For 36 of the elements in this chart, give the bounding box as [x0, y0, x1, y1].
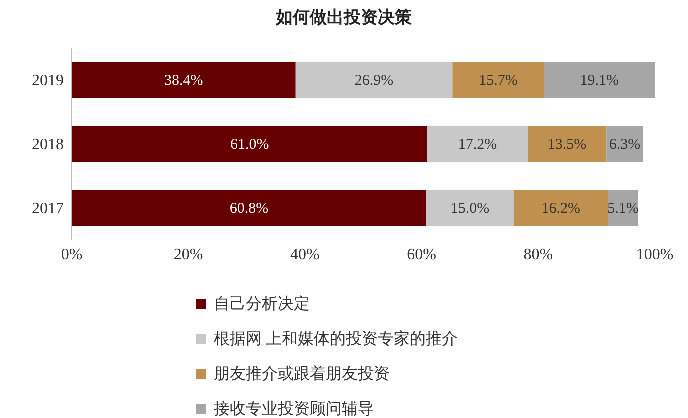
y-tick-label: 2018: [32, 136, 64, 154]
x-tick-label: 80%: [524, 246, 554, 264]
data-label: 15.7%: [479, 73, 518, 90]
data-label: 15.0%: [450, 201, 490, 218]
legend-label: 接收专业投资顾问辅导: [214, 400, 374, 418]
bar: [426, 190, 514, 226]
bar: [606, 126, 644, 162]
legend-label: 自己分析决定: [214, 294, 310, 314]
data-label: 61.0%: [230, 137, 270, 154]
bar: [296, 62, 453, 98]
data-label: 60.8%: [230, 201, 269, 218]
data-label: 17.2%: [458, 137, 498, 154]
legend-label: 根据网 上和媒体的投资专家的推介: [214, 330, 458, 350]
legend-label: 朋友推介或跟着朋友投资: [214, 364, 390, 384]
y-tick-label: 2017: [32, 200, 64, 218]
data-label: 26.9%: [354, 73, 394, 90]
bar: [72, 62, 296, 98]
bar: [528, 126, 607, 162]
bar: [72, 190, 426, 226]
data-label: 6.3%: [609, 137, 641, 154]
bar: [428, 126, 528, 162]
bar: [544, 62, 655, 98]
bar: [514, 190, 608, 226]
x-tick-label: 40%: [290, 246, 320, 264]
x-tick-label: 60%: [407, 246, 436, 264]
chart-title: 如何做出投资决策: [274, 7, 413, 29]
bar: [452, 62, 544, 98]
x-tick-label: 0%: [61, 246, 83, 264]
data-label: 13.5%: [548, 137, 587, 154]
x-tick-label: 20%: [174, 246, 204, 264]
data-label: 38.4%: [164, 73, 204, 90]
data-label: 16.2%: [542, 201, 581, 218]
data-label: 19.1%: [580, 73, 619, 90]
x-tick-label: 100%: [636, 246, 674, 264]
y-tick-label: 2019: [32, 72, 64, 90]
bar: [72, 126, 428, 162]
